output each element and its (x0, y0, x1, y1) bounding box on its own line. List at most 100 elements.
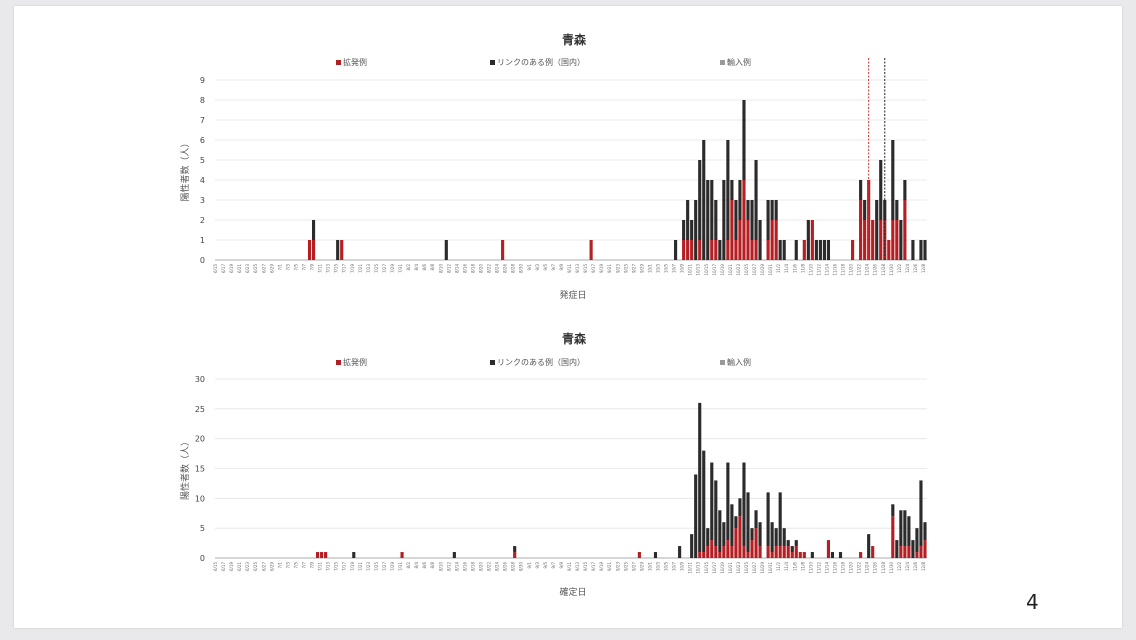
x-tick-label: 8/10 (438, 562, 443, 571)
bar-cluster (774, 546, 778, 558)
x-tick-label: 11/28 (881, 264, 886, 276)
x-tick-label: 8/10 (438, 264, 443, 273)
bar-linked (891, 140, 895, 220)
x-tick-label: 10/19 (720, 264, 725, 276)
x-tick-label: 9/7 (551, 264, 556, 271)
x-tick-label: 6/29 (269, 264, 274, 273)
x-tick-label: 6/15 (213, 562, 218, 571)
legend-label: 輸入例 (727, 57, 751, 67)
bar-linked (822, 240, 826, 260)
x-tick-label: 9/19 (599, 562, 604, 571)
bar-cluster (770, 552, 774, 558)
legend-swatch (336, 360, 341, 365)
x-tick-label: 9/11 (567, 264, 572, 273)
x-tick-label: 11/10 (808, 264, 813, 276)
bar-linked (915, 528, 919, 553)
bar-cluster (754, 528, 758, 558)
chart-title: 青森 (562, 32, 587, 47)
x-tick-label: 7/3 (285, 562, 290, 569)
y-axis-label: 陽性者数（人） (179, 138, 191, 201)
x-tick-label: 12/2 (897, 264, 902, 273)
x-tick-label: 9/27 (631, 264, 636, 273)
x-tick-label: 8/4 (414, 264, 419, 271)
bar-linked (714, 200, 718, 240)
x-tick-label: 9/5 (543, 562, 548, 569)
x-tick-label: 10/15 (704, 562, 709, 574)
bar-cluster (798, 552, 802, 558)
bar-linked (698, 402, 702, 553)
x-tick-label: 12/4 (905, 562, 910, 571)
bar-linked (770, 522, 774, 553)
bar-linked (923, 522, 927, 541)
bar-linked (919, 240, 923, 260)
x-tick-label: 8/30 (519, 264, 524, 273)
x-tick-label: 9/3 (535, 562, 540, 569)
x-tick-label: 10/27 (752, 264, 757, 276)
x-tick-label: 11/6 (792, 562, 797, 571)
x-tick-label: 10/19 (720, 562, 725, 574)
bar-cluster (316, 552, 320, 558)
bar-linked (838, 552, 843, 558)
x-tick-label: 11/18 (841, 264, 846, 276)
bar-cluster (750, 240, 754, 260)
x-tick-label: 12/6 (913, 562, 918, 571)
bar-linked (690, 220, 694, 240)
x-tick-label: 11/24 (865, 264, 870, 276)
x-tick-label: 10/21 (728, 264, 733, 276)
x-tick-label: 11/2 (776, 562, 781, 571)
bar-cluster (774, 220, 778, 260)
x-tick-label: 7/25 (374, 264, 379, 273)
x-tick-label: 9/21 (607, 264, 612, 273)
x-tick-label: 8/14 (454, 264, 459, 273)
x-tick-label: 9/9 (559, 264, 564, 271)
bar-linked (682, 220, 686, 240)
bar-linked (710, 462, 714, 541)
bar-cluster (891, 516, 895, 558)
x-tick-label: 7/9 (310, 264, 315, 271)
x-tick-label: 9/13 (575, 562, 580, 571)
x-tick-label: 11/6 (792, 264, 797, 273)
bar-linked (742, 100, 746, 180)
x-tick-label: 11/30 (889, 562, 894, 574)
x-tick-label: 10/13 (696, 562, 701, 574)
bar-linked (742, 462, 746, 547)
x-tick-label: 8/16 (462, 264, 467, 273)
bar-cluster (698, 240, 702, 260)
x-tick-label: 8/12 (446, 264, 451, 273)
y-axis-label: 陽性者数（人） (179, 437, 191, 500)
x-tick-label: 7/31 (398, 562, 403, 571)
bar-cluster (782, 546, 786, 558)
bar-cluster (734, 528, 738, 558)
x-tick-label: 6/19 (229, 562, 234, 571)
bar-linked (758, 220, 762, 260)
x-tick-label: 10/3 (655, 264, 660, 273)
page-number: 4 (1026, 590, 1039, 614)
bar-cluster (891, 220, 895, 260)
bar-linked (706, 180, 710, 260)
x-tick-label: 11/30 (889, 264, 894, 276)
x-tick-label: 11/18 (841, 562, 846, 574)
bar-cluster (738, 220, 742, 260)
x-tick-label: 7/13 (326, 264, 331, 273)
bar-cluster (702, 552, 706, 558)
bar-linked (891, 504, 895, 517)
x-tick-label: 11/28 (881, 562, 886, 574)
x-tick-label: 9/7 (551, 562, 556, 569)
x-tick-label: 10/29 (760, 562, 765, 574)
bar-linked (734, 200, 738, 240)
legend-swatch (336, 60, 341, 65)
x-tick-label: 11/8 (800, 264, 805, 273)
x-tick-label: 11/22 (857, 264, 862, 276)
x-tick-label: 6/25 (253, 562, 258, 571)
x-tick-label: 9/29 (639, 264, 644, 273)
bar-linked (702, 450, 706, 553)
x-tick-label: 11/20 (849, 264, 854, 276)
x-tick-label: 7/11 (318, 264, 323, 273)
bar-cluster (742, 546, 746, 558)
y-tick-label: 0 (200, 554, 205, 563)
x-tick-label: 9/1 (527, 264, 532, 271)
x-tick-label: 11/20 (849, 562, 854, 574)
bar-linked (513, 546, 517, 553)
x-tick-label: 11/24 (865, 562, 870, 574)
